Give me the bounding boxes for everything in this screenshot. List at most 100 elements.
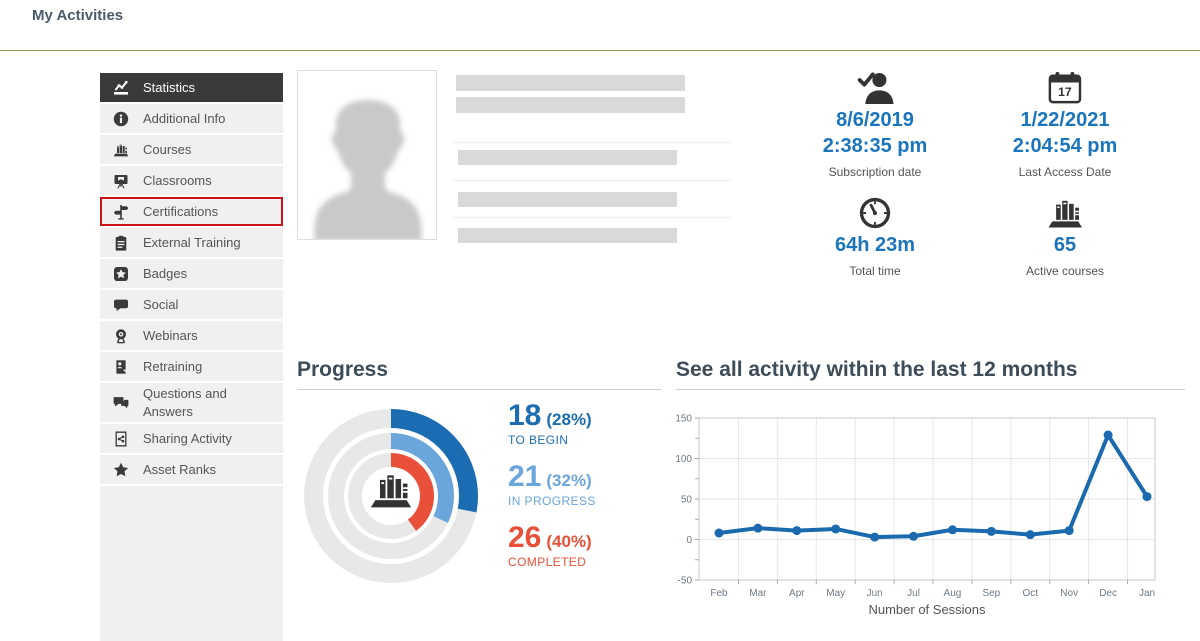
divider bbox=[453, 142, 731, 143]
redacted-text-placeholder bbox=[456, 75, 685, 91]
svg-text:Dec: Dec bbox=[1099, 588, 1117, 599]
stat-label: Last Access Date bbox=[1018, 165, 1112, 179]
books-icon bbox=[113, 142, 129, 158]
legend-percent: (32%) bbox=[546, 471, 592, 490]
stat-value: 2:38:35 pm bbox=[822, 135, 928, 157]
info-circle-icon bbox=[113, 111, 129, 127]
progress-donut-chart bbox=[304, 409, 478, 583]
stat-card-last-access-date: 17 1/22/2021 2:04:54 pm Last Access Date bbox=[970, 70, 1160, 179]
svg-text:Mar: Mar bbox=[749, 588, 767, 599]
sidebar-item-label: Questions and Answers bbox=[143, 386, 227, 419]
stat-value: 2:04:54 pm bbox=[1012, 135, 1118, 157]
svg-text:17: 17 bbox=[1058, 85, 1072, 99]
books-icon bbox=[970, 195, 1160, 229]
sidebar-item-label: Retraining bbox=[143, 358, 203, 374]
redacted-text-placeholder bbox=[456, 97, 685, 113]
stat-value: 64h 23m bbox=[834, 234, 916, 256]
divider bbox=[453, 217, 731, 218]
sidebar-item-certifications[interactable]: Certifications bbox=[100, 197, 283, 228]
sidebar-item-webinars[interactable]: Webinars bbox=[100, 321, 283, 352]
sidebar-item-asset-ranks[interactable]: Asset Ranks bbox=[100, 455, 283, 487]
legend-row-in-progress: 21 (32%) IN PROGRESS bbox=[508, 461, 678, 509]
svg-text:Jul: Jul bbox=[907, 588, 920, 599]
avatar bbox=[297, 70, 437, 240]
retraining-doc-icon bbox=[113, 359, 129, 375]
sidebar-item-label: Sharing Activity bbox=[143, 430, 232, 446]
qa-bubbles-icon bbox=[113, 395, 129, 411]
sidebar-item-label: Asset Ranks bbox=[143, 461, 216, 477]
redacted-text-placeholder bbox=[458, 150, 677, 165]
progress-legend: 18 (28%) TO BEGIN 21 (32%) IN PROGRESS 26 (40%)… bbox=[508, 400, 678, 583]
sidebar-item-label: Social bbox=[143, 296, 179, 312]
legend-count: 26 bbox=[508, 521, 542, 554]
divider bbox=[453, 180, 731, 181]
sidebar-item-label: External Training bbox=[143, 234, 241, 250]
signpost-icon bbox=[113, 204, 129, 220]
stat-label: Active courses bbox=[1025, 264, 1105, 278]
sidebar-item-label: Statistics bbox=[143, 79, 196, 95]
person-check-icon bbox=[780, 70, 970, 104]
legend-row-to-begin: 18 (28%) TO BEGIN bbox=[508, 400, 678, 448]
books-icon bbox=[369, 470, 413, 510]
calendar-icon: 17 bbox=[970, 70, 1160, 104]
svg-text:Aug: Aug bbox=[944, 588, 962, 599]
sidebar-item-classrooms[interactable]: Classrooms bbox=[100, 166, 283, 197]
legend-label: IN PROGRESS bbox=[508, 494, 596, 508]
activity-section-title: See all activity within the last 12 mont… bbox=[676, 358, 1185, 390]
svg-text:0: 0 bbox=[686, 535, 692, 546]
sidebar-item-label: Webinars bbox=[143, 327, 198, 343]
person-silhouette-icon bbox=[314, 100, 422, 239]
sidebar-item-questions-and-answers[interactable]: Questions and Answers bbox=[100, 383, 283, 425]
svg-text:Apr: Apr bbox=[789, 588, 805, 599]
legend-label: TO BEGIN bbox=[508, 433, 569, 447]
svg-text:Jun: Jun bbox=[867, 588, 883, 599]
svg-text:Oct: Oct bbox=[1022, 588, 1038, 599]
legend-count: 18 bbox=[508, 399, 542, 432]
legend-percent: (40%) bbox=[546, 532, 592, 551]
svg-text:Nov: Nov bbox=[1060, 588, 1078, 599]
sidebar-item-retraining[interactable]: Retraining bbox=[100, 352, 283, 383]
sidebar-item-additional-info[interactable]: Additional Info bbox=[100, 104, 283, 135]
sidebar: Statistics Additional Info Courses Classroo… bbox=[100, 73, 283, 641]
legend-percent: (28%) bbox=[546, 410, 592, 429]
sidebar-item-external-training[interactable]: External Training bbox=[100, 228, 283, 259]
x-axis-label: Number of Sessions bbox=[868, 602, 986, 617]
sidebar-item-sharing-activity[interactable]: Sharing Activity bbox=[100, 424, 283, 456]
stat-value: 65 bbox=[1053, 234, 1077, 256]
header-divider bbox=[0, 50, 1200, 51]
sidebar-item-label: Classrooms bbox=[143, 172, 212, 188]
stat-value: 8/6/2019 bbox=[836, 109, 914, 131]
sidebar-item-label: Additional Info bbox=[143, 110, 226, 126]
sidebar-item-label: Courses bbox=[143, 141, 192, 157]
sidebar-item-statistics[interactable]: Statistics bbox=[100, 73, 283, 104]
stat-value: 1/22/2021 bbox=[1020, 109, 1110, 131]
progress-section-title: Progress bbox=[297, 358, 661, 390]
stat-card-active-courses: 65 Active courses bbox=[970, 195, 1160, 278]
svg-text:Sep: Sep bbox=[982, 588, 1000, 599]
stats-chart-icon bbox=[113, 80, 129, 96]
svg-text:May: May bbox=[826, 588, 845, 599]
sharing-doc-icon bbox=[113, 431, 129, 447]
clipboard-icon bbox=[113, 235, 129, 251]
sidebar-item-courses[interactable]: Courses bbox=[100, 135, 283, 166]
svg-text:-50: -50 bbox=[678, 576, 693, 587]
svg-text:100: 100 bbox=[676, 454, 692, 465]
webcam-icon bbox=[113, 328, 129, 344]
redacted-text-placeholder bbox=[458, 228, 677, 243]
speech-bubble-icon bbox=[113, 297, 129, 313]
stat-card-subscription-date: 8/6/2019 2:38:35 pm Subscription date bbox=[780, 70, 970, 179]
stats-grid: 8/6/2019 2:38:35 pm Subscription date 17 1/2… bbox=[780, 70, 1160, 278]
sidebar-item-badges[interactable]: Badges bbox=[100, 259, 283, 290]
stat-label: Subscription date bbox=[828, 165, 922, 179]
stat-label: Total time bbox=[849, 264, 901, 278]
svg-text:Feb: Feb bbox=[710, 588, 728, 599]
activity-line-chart: 150 100 50 0 -50 Feb Mar Apr May Jun Jul Aug Sep Oct N… bbox=[676, 414, 1156, 617]
legend-count: 21 bbox=[508, 460, 542, 493]
sidebar-item-social[interactable]: Social bbox=[100, 290, 283, 321]
badge-star-icon bbox=[113, 266, 129, 282]
sidebar-item-label: Badges bbox=[143, 265, 188, 281]
redacted-text-placeholder bbox=[458, 192, 677, 207]
svg-text:50: 50 bbox=[681, 495, 693, 506]
classroom-board-icon bbox=[113, 173, 129, 189]
